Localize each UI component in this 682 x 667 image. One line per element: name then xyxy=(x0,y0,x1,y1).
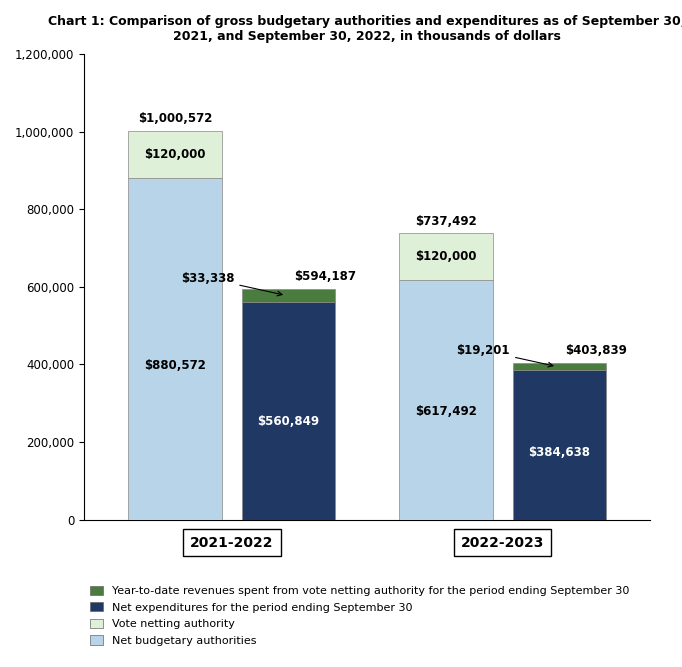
Bar xyxy=(512,363,606,370)
Legend: Year-to-date revenues spent from vote netting authority for the period ending Se: Year-to-date revenues spent from vote ne… xyxy=(89,586,629,646)
Title: Chart 1: Comparison of gross budgetary authorities and expenditures as of Septem: Chart 1: Comparison of gross budgetary a… xyxy=(48,15,682,43)
Text: $560,849: $560,849 xyxy=(257,415,320,428)
Bar xyxy=(241,289,336,302)
Text: $120,000: $120,000 xyxy=(145,148,206,161)
Text: $403,839: $403,839 xyxy=(565,344,627,357)
Text: $33,338: $33,338 xyxy=(181,271,282,296)
Bar xyxy=(128,131,222,178)
Bar xyxy=(128,178,222,520)
Bar xyxy=(241,302,336,520)
Bar xyxy=(399,233,493,280)
Text: $19,201: $19,201 xyxy=(456,344,553,367)
Text: $617,492: $617,492 xyxy=(415,406,477,418)
Bar xyxy=(399,280,493,520)
Bar xyxy=(512,370,606,520)
Text: $594,187: $594,187 xyxy=(295,270,357,283)
Text: $880,572: $880,572 xyxy=(145,360,206,372)
Text: $737,492: $737,492 xyxy=(415,215,477,227)
Text: $384,638: $384,638 xyxy=(529,446,591,459)
Text: $120,000: $120,000 xyxy=(415,250,477,263)
Text: $1,000,572: $1,000,572 xyxy=(138,113,212,125)
